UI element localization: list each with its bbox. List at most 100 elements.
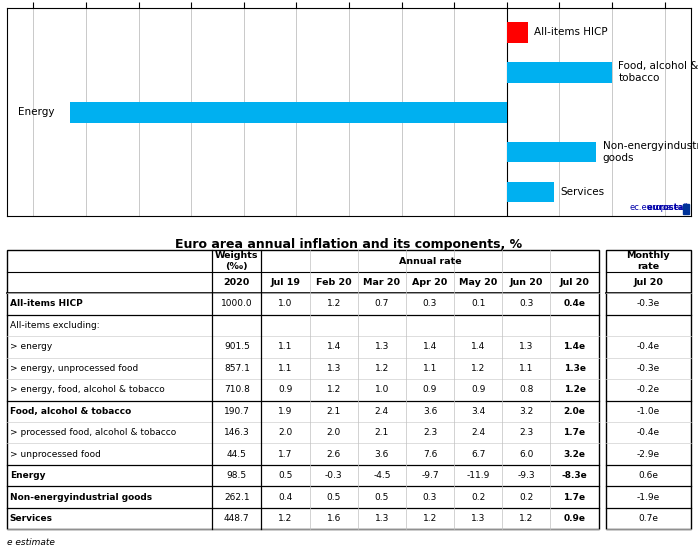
Text: 3.6: 3.6 <box>423 407 437 416</box>
Text: Mar 20: Mar 20 <box>364 278 401 287</box>
Text: May 20: May 20 <box>459 278 498 287</box>
Text: ec.europa.eu/: ec.europa.eu/ <box>630 203 688 212</box>
Text: 0.4: 0.4 <box>279 492 292 502</box>
Text: -2.9e: -2.9e <box>637 449 660 458</box>
Text: 1.2: 1.2 <box>327 385 341 394</box>
Text: 7.6: 7.6 <box>423 449 437 458</box>
Text: 0.3: 0.3 <box>423 492 437 502</box>
Text: -0.2e: -0.2e <box>637 385 660 394</box>
Text: 1.1: 1.1 <box>279 364 292 373</box>
Text: 0.5: 0.5 <box>375 492 389 502</box>
Text: 0.4e: 0.4e <box>563 300 586 309</box>
Text: Food, alcohol &
tobacco: Food, alcohol & tobacco <box>618 61 698 83</box>
Bar <box>507 141 596 163</box>
Text: -1.9e: -1.9e <box>637 492 660 502</box>
Text: 1.0: 1.0 <box>279 300 292 309</box>
Text: 1.2: 1.2 <box>471 364 485 373</box>
Text: Euro area annual inflation and its components, %: Euro area annual inflation and its compo… <box>175 238 523 251</box>
Text: 1.0: 1.0 <box>375 385 389 394</box>
Text: Weights
(‰): Weights (‰) <box>215 251 258 271</box>
Bar <box>507 182 554 202</box>
Text: 1.3: 1.3 <box>375 343 389 351</box>
Text: -8.3e: -8.3e <box>562 471 588 480</box>
Text: 1.2e: 1.2e <box>563 385 586 394</box>
Text: 2.0: 2.0 <box>279 428 292 437</box>
Text: 0.3: 0.3 <box>423 300 437 309</box>
Text: 98.5: 98.5 <box>227 471 247 480</box>
Bar <box>507 22 528 43</box>
Text: Food, alcohol & tobacco: Food, alcohol & tobacco <box>10 407 131 416</box>
Text: Apr 20: Apr 20 <box>413 278 447 287</box>
Text: 1.4: 1.4 <box>471 343 485 351</box>
Text: Non-energyindustrial goods: Non-energyindustrial goods <box>10 492 152 502</box>
Text: 3.6: 3.6 <box>375 449 389 458</box>
Text: All-items HICP: All-items HICP <box>534 27 608 37</box>
Text: e estimate: e estimate <box>7 538 55 546</box>
Text: 2.1: 2.1 <box>327 407 341 416</box>
Text: eurostat: eurostat <box>532 203 688 212</box>
Text: 0.1: 0.1 <box>471 300 485 309</box>
Text: -1.0e: -1.0e <box>637 407 660 416</box>
Text: 0.9: 0.9 <box>423 385 437 394</box>
Text: 1.3: 1.3 <box>519 343 533 351</box>
Text: 262.1: 262.1 <box>224 492 250 502</box>
Text: -11.9: -11.9 <box>466 471 490 480</box>
Text: 1.3: 1.3 <box>375 514 389 523</box>
Text: 146.3: 146.3 <box>224 428 250 437</box>
Text: 6.0: 6.0 <box>519 449 533 458</box>
Text: 0.2: 0.2 <box>471 492 485 502</box>
Text: 0.6e: 0.6e <box>638 471 658 480</box>
Bar <box>683 204 690 214</box>
Text: Jul 20: Jul 20 <box>633 278 663 287</box>
Text: 2020: 2020 <box>223 278 250 287</box>
Text: 1.3: 1.3 <box>471 514 485 523</box>
Text: -0.3: -0.3 <box>325 471 343 480</box>
Text: > processed food, alcohol & tobacco: > processed food, alcohol & tobacco <box>10 428 176 437</box>
Text: 0.5: 0.5 <box>327 492 341 502</box>
Text: 1.1: 1.1 <box>423 364 437 373</box>
Text: 1.1: 1.1 <box>279 343 292 351</box>
Bar <box>7 250 599 529</box>
Text: 0.7e: 0.7e <box>638 514 658 523</box>
Text: 0.7: 0.7 <box>375 300 389 309</box>
Text: 1.7e: 1.7e <box>563 492 586 502</box>
Text: > unprocessed food: > unprocessed food <box>10 449 101 458</box>
Text: Annual rate: Annual rate <box>399 257 461 266</box>
Text: 448.7: 448.7 <box>224 514 250 523</box>
Text: 2.1: 2.1 <box>375 428 389 437</box>
Text: -4.5: -4.5 <box>373 471 391 480</box>
Text: -0.4e: -0.4e <box>637 343 660 351</box>
Text: 3.2e: 3.2e <box>563 449 586 458</box>
Text: 710.8: 710.8 <box>224 385 250 394</box>
Text: 0.3: 0.3 <box>519 300 533 309</box>
Text: 1.6: 1.6 <box>327 514 341 523</box>
Text: 44.5: 44.5 <box>227 449 247 458</box>
Text: 1.2: 1.2 <box>423 514 437 523</box>
Text: 1.9: 1.9 <box>279 407 292 416</box>
Text: 901.5: 901.5 <box>224 343 250 351</box>
Text: 0.9: 0.9 <box>279 385 292 394</box>
Text: 2.0: 2.0 <box>327 428 341 437</box>
Text: 2.3: 2.3 <box>519 428 533 437</box>
Text: Services: Services <box>560 187 604 197</box>
Text: Monthly
rate: Monthly rate <box>626 251 670 271</box>
Text: 2.0e: 2.0e <box>564 407 586 416</box>
Text: -9.7: -9.7 <box>422 471 439 480</box>
Text: Services: Services <box>10 514 53 523</box>
Text: 0.5: 0.5 <box>279 471 292 480</box>
Text: -0.4e: -0.4e <box>637 428 660 437</box>
Text: -0.3e: -0.3e <box>637 300 660 309</box>
Text: 3.2: 3.2 <box>519 407 533 416</box>
Text: 1.7e: 1.7e <box>563 428 586 437</box>
Bar <box>605 250 691 529</box>
Text: Feb 20: Feb 20 <box>316 278 352 287</box>
Text: 0.8: 0.8 <box>519 385 533 394</box>
Text: > energy: > energy <box>10 343 52 351</box>
Text: > energy, unprocessed food: > energy, unprocessed food <box>10 364 138 373</box>
Text: All-items excluding:: All-items excluding: <box>10 321 99 330</box>
Text: 0.9e: 0.9e <box>563 514 586 523</box>
Text: 0.2: 0.2 <box>519 492 533 502</box>
Text: 1.2: 1.2 <box>519 514 533 523</box>
Text: 1.1: 1.1 <box>519 364 533 373</box>
Text: 2.4: 2.4 <box>471 428 485 437</box>
